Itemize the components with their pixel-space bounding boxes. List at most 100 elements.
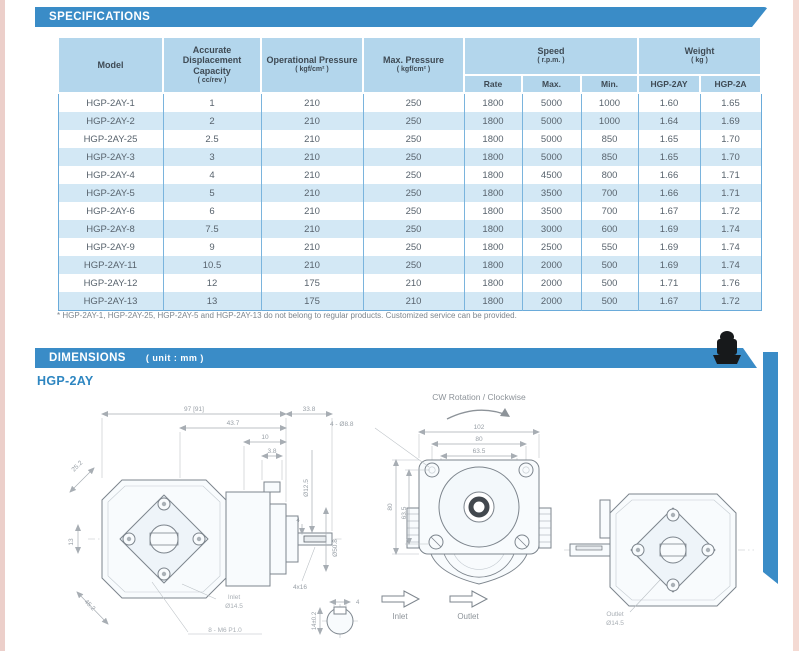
table-row: HGP-2AY-13 13 175 210 1800 2000 500 1.67 1.72 — [58, 292, 761, 311]
cell: 1.71 — [699, 184, 761, 202]
cell: 250 — [362, 148, 464, 166]
page-edge-right — [793, 0, 799, 651]
dim-shaft-diameter: Ø12.5 — [303, 479, 310, 497]
cell: 1.67 — [637, 202, 700, 220]
cell: 1800 — [463, 112, 522, 130]
cell: 600 — [580, 220, 638, 238]
pump-product-icon — [713, 331, 741, 364]
dim-port-length: 3.8 — [267, 448, 276, 455]
dim-rear-length: 33.8 — [303, 406, 316, 413]
cell: 6 — [162, 202, 261, 220]
cell: 500 — [580, 256, 638, 274]
cell-model: HGP-2AY-1 — [58, 93, 163, 112]
cell: 700 — [580, 202, 638, 220]
table-row: HGP-2AY-8 7.5 210 250 1800 3000 600 1.69 1.74 — [58, 220, 761, 238]
cell: 5 — [162, 184, 261, 202]
cell: 1.60 — [637, 93, 700, 112]
cell: 1.71 — [637, 274, 700, 292]
cw-rotation-label: CW Rotation / Clockwise — [432, 392, 526, 402]
cell: 210 — [260, 220, 363, 238]
cell: 210 — [260, 202, 363, 220]
col-group-weight: Weight( kg ) — [637, 36, 762, 76]
cell: 1.76 — [699, 274, 761, 292]
dim-body-length: 43.7 — [227, 420, 240, 427]
cell: 1.71 — [699, 166, 761, 184]
cell: 1.65 — [637, 130, 700, 148]
dim-step-length: 10 — [261, 434, 269, 441]
table-row: HGP-2AY-6 6 210 250 1800 3500 700 1.67 1.72 — [58, 202, 761, 220]
cell: 1.69 — [637, 256, 700, 274]
cell-model: HGP-2AY-12 — [58, 274, 163, 292]
cw-arrowhead — [500, 408, 510, 417]
side-view-drawing: 97 [91] 33.8 43.7 10 3.8 25.2 13 45.2 Ø1… — [68, 406, 342, 635]
cell: 550 — [580, 238, 638, 256]
cell-model: HGP-2AY-4 — [58, 166, 163, 184]
col-header-speed-min: Min. — [580, 74, 639, 94]
cell: 210 — [260, 93, 363, 112]
cell: 1800 — [463, 166, 522, 184]
cell-model: HGP-2AY-11 — [58, 256, 163, 274]
outlet-arrow-label: Outlet — [457, 612, 479, 621]
label-outlet-word: Outlet — [606, 611, 624, 618]
cell: 210 — [260, 130, 363, 148]
cell: 10.5 — [162, 256, 261, 274]
cell: 1.70 — [699, 148, 761, 166]
table-row: HGP-2AY-9 9 210 250 1800 2500 550 1.69 1.74 — [58, 238, 761, 256]
cell: 9 — [162, 238, 261, 256]
cell: 5000 — [521, 93, 581, 112]
table-row: HGP-2AY-25 2.5 210 250 1800 5000 850 1.65 1.70 — [58, 130, 761, 148]
label-inlet-word: Inlet — [228, 594, 240, 601]
outlet-flow-arrow — [449, 590, 489, 608]
cell: 2500 — [521, 238, 581, 256]
cell: 250 — [362, 112, 464, 130]
cell: 13 — [162, 292, 261, 311]
dim-key-detail-height: 14±0.2 — [312, 611, 318, 630]
dimensions-header-bar: DIMENSIONS ( unit : mm ) — [35, 348, 757, 368]
cell: 1800 — [463, 184, 522, 202]
cell: 800 — [580, 166, 638, 184]
cell: 3000 — [521, 220, 581, 238]
dim-width-outer: 102 — [474, 424, 485, 431]
cell: 1.69 — [637, 238, 700, 256]
cell: 1.67 — [637, 292, 700, 311]
table-row: HGP-2AY-3 3 210 250 1800 5000 850 1.65 1.70 — [58, 148, 761, 166]
cell: 4500 — [521, 166, 581, 184]
cell: 1.66 — [637, 166, 700, 184]
dimension-drawings: 97 [91] 33.8 43.7 10 3.8 25.2 13 45.2 Ø1… — [68, 392, 754, 638]
cell: 175 — [260, 292, 363, 311]
col-header-operational-pressure: Operational Pressure( kgf/cm² ) — [260, 36, 364, 94]
series-heading: HGP-2AY — [37, 374, 94, 388]
table-row: HGP-2AY-11 10.5 210 250 1800 2000 500 1.69 1.74 — [58, 256, 761, 274]
cell: 210 — [362, 292, 464, 311]
cell: 500 — [580, 274, 638, 292]
table-row: HGP-2AY-2 2 210 250 1800 5000 1000 1.64 1.69 — [58, 112, 761, 130]
dim-width-inner: 63.5 — [473, 448, 486, 455]
front-view-drawing: CW Rotation / Clockwise 102 80 63.5 — [312, 392, 552, 638]
inlet-arrow-label: Inlet — [392, 612, 408, 621]
cell: 250 — [362, 130, 464, 148]
specifications-title: SPECIFICATIONS — [49, 11, 151, 23]
right-accent-bar — [763, 352, 778, 584]
cell: 210 — [260, 112, 363, 130]
dim-pilot-diameter: Ø50.8 — [332, 539, 339, 557]
cell: 210 — [260, 148, 363, 166]
cell: 175 — [260, 274, 363, 292]
label-corner-holes: 4 - Ø8.8 — [330, 421, 354, 428]
cell: 5000 — [521, 130, 581, 148]
cell: 4 — [162, 166, 261, 184]
dim-offset-13: 13 — [68, 538, 75, 546]
cell: 1800 — [463, 238, 522, 256]
cell: 250 — [362, 238, 464, 256]
cell: 5000 — [521, 148, 581, 166]
cell-model: HGP-2AY-3 — [58, 148, 163, 166]
cell-model: HGP-2AY-8 — [58, 220, 163, 238]
table-row: HGP-2AY-1 1 210 250 1800 5000 1000 1.60 1.65 — [58, 93, 761, 112]
dimensions-title: DIMENSIONS — [49, 352, 126, 364]
cell-model: HGP-2AY-2 — [58, 112, 163, 130]
cell: 1.70 — [699, 130, 761, 148]
cell: 1.66 — [637, 184, 700, 202]
label-mount-holes: 8 - M6 P1.0 — [208, 627, 242, 634]
cell: 1800 — [463, 256, 522, 274]
cell: 12 — [162, 274, 261, 292]
